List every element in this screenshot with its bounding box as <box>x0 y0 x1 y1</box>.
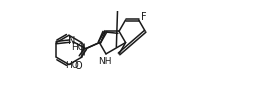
Text: NH: NH <box>98 57 111 66</box>
Text: HO: HO <box>66 61 79 70</box>
Text: N: N <box>68 36 75 46</box>
Text: O: O <box>75 61 82 71</box>
Text: HO: HO <box>71 43 85 52</box>
Text: F: F <box>141 12 146 22</box>
